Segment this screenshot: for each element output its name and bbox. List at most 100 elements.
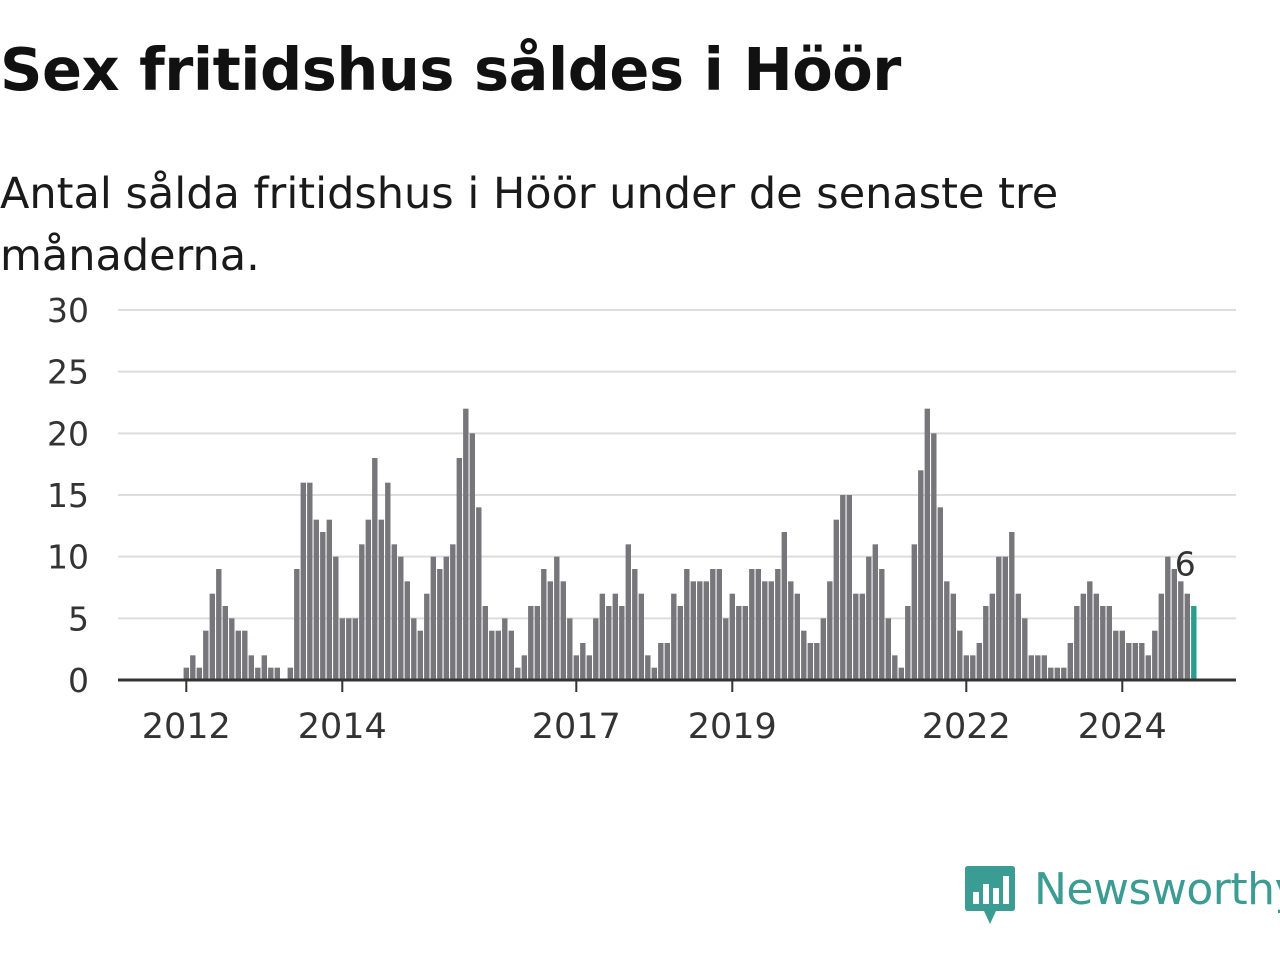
bar (326, 519, 332, 680)
bar (1139, 643, 1145, 680)
bar (1152, 630, 1158, 680)
bar (385, 482, 391, 680)
bar (1061, 667, 1067, 680)
bar (885, 618, 891, 680)
bar (716, 569, 722, 680)
bar (489, 630, 495, 680)
bar (892, 655, 898, 680)
bar (586, 655, 592, 680)
bar (768, 581, 774, 680)
bar (482, 606, 488, 680)
x-tick-label: 2022 (922, 707, 1011, 747)
bar (1113, 630, 1119, 680)
bar (209, 593, 215, 680)
bar (963, 655, 969, 680)
bar (814, 643, 820, 680)
bar (989, 593, 995, 680)
bar (294, 569, 300, 680)
chart-subtitle: Antal sålda fritidshus i Höör under de s… (0, 169, 1059, 281)
y-tick-label: 25 (47, 353, 89, 392)
bar (664, 643, 670, 680)
bar (1041, 655, 1047, 680)
bar (528, 606, 534, 680)
y-tick-label: 0 (68, 661, 89, 700)
bar (853, 593, 859, 680)
bar (541, 569, 547, 680)
bar (287, 667, 293, 680)
bar (905, 606, 911, 680)
bar (762, 581, 768, 680)
bar (710, 569, 716, 680)
bar (658, 643, 664, 680)
bar (684, 569, 690, 680)
bar (970, 655, 976, 680)
bar (729, 593, 735, 680)
bar (983, 606, 989, 680)
bar (677, 606, 683, 680)
bar (911, 544, 917, 680)
bar (320, 532, 326, 680)
newsworthy-logo-icon (965, 866, 1015, 924)
bar (944, 581, 950, 680)
bar (697, 581, 703, 680)
axis-labels: 0 5 10 15 20 25 30 6 2012 2014 2017 2019 2022 2024 (47, 291, 1196, 747)
bar-series (183, 408, 1197, 680)
bar (417, 630, 423, 680)
bar (1171, 569, 1177, 680)
bar (1087, 581, 1093, 680)
bar (996, 556, 1002, 680)
bar (508, 630, 514, 680)
bar (645, 655, 651, 680)
bar (1048, 667, 1054, 680)
bar (235, 630, 241, 680)
bar (456, 458, 462, 680)
bar (866, 556, 872, 680)
bar (833, 519, 839, 680)
bar (1035, 655, 1041, 680)
bar (365, 519, 371, 680)
bar (749, 569, 755, 680)
bar (1145, 655, 1151, 680)
bar (937, 507, 943, 680)
bar (924, 408, 930, 680)
bar (443, 556, 449, 680)
bar (242, 630, 248, 680)
bar (391, 544, 397, 680)
bar (216, 569, 222, 680)
bar (424, 593, 430, 680)
bar (840, 495, 846, 680)
bar (599, 593, 605, 680)
brand-name: Newsworthy (1034, 864, 1280, 915)
bar (957, 630, 963, 680)
bar (190, 655, 196, 680)
bar (1178, 581, 1184, 680)
x-tick-label: 2024 (1078, 707, 1167, 747)
bar (515, 667, 521, 680)
x-axis (118, 678, 1236, 692)
bar (495, 630, 501, 680)
bar (1067, 643, 1073, 680)
y-tick-label: 20 (47, 414, 89, 453)
bar (398, 556, 404, 680)
bar (846, 495, 852, 680)
bar (820, 618, 826, 680)
bar (476, 507, 482, 680)
bar (781, 532, 787, 680)
bar (1074, 606, 1080, 680)
y-tick-label: 5 (68, 599, 89, 638)
bar (794, 593, 800, 680)
bar (651, 667, 657, 680)
bar (547, 581, 553, 680)
bar (606, 606, 612, 680)
bar (612, 593, 618, 680)
bar (378, 519, 384, 680)
bar (1184, 593, 1190, 680)
bar (411, 618, 417, 680)
bar (333, 556, 339, 680)
x-tick-label: 2012 (142, 707, 231, 747)
bar (463, 408, 469, 680)
bar (976, 643, 982, 680)
bar (703, 581, 709, 680)
bar (1080, 593, 1086, 680)
bar (872, 544, 878, 680)
